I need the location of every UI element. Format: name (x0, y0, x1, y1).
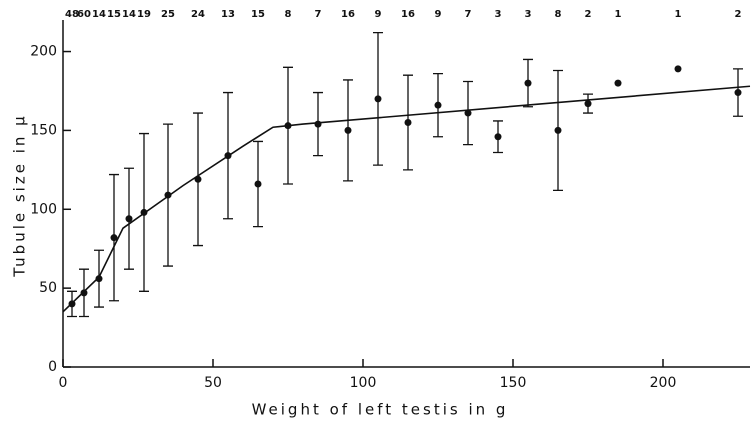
x-tick-label: 0 (59, 375, 68, 391)
x-tick-label: 100 (350, 375, 377, 391)
point (434, 101, 442, 109)
point (125, 215, 133, 223)
point (164, 191, 172, 199)
count-label: 8 (555, 9, 562, 20)
point (584, 100, 592, 108)
count-label: 8 (285, 9, 292, 20)
y-tick-label: 0 (48, 359, 57, 375)
count-label: 25 (161, 9, 175, 20)
count-label: 7 (315, 9, 322, 20)
point (614, 79, 622, 87)
point (314, 120, 322, 128)
count-label: 60 (77, 9, 91, 20)
point (674, 65, 682, 73)
count-label: 15 (107, 9, 121, 20)
count-label: 16 (341, 9, 355, 20)
count-label: 19 (137, 9, 151, 20)
x-tick-label: 50 (204, 375, 222, 391)
count-label: 2 (735, 9, 742, 20)
point (68, 300, 76, 308)
count-label: 1 (675, 9, 682, 20)
count-label: 14 (92, 9, 106, 20)
count-label: 1 (615, 9, 622, 20)
point (494, 133, 502, 141)
y-tick-label: 200 (30, 44, 57, 60)
x-tick-label: 200 (650, 375, 677, 391)
count-label: 48 (65, 9, 79, 20)
count-label: 3 (525, 9, 532, 20)
count-label: 16 (401, 9, 415, 20)
x-axis-label: Weight of left testis in g (252, 401, 509, 419)
count-label: 7 (465, 9, 472, 20)
count-label: 9 (375, 9, 382, 20)
point (464, 109, 472, 117)
count-label: 24 (191, 9, 205, 20)
y-tick-label: 150 (30, 122, 57, 138)
point (524, 79, 532, 87)
point (194, 175, 202, 183)
point (554, 126, 562, 134)
point (254, 180, 262, 188)
count-label: 9 (435, 9, 442, 20)
point (344, 126, 352, 134)
count-label: 14 (122, 9, 136, 20)
count-label: 13 (221, 9, 235, 20)
point (404, 119, 412, 127)
fit-line (62, 85, 751, 313)
point (80, 289, 88, 297)
count-label: 2 (585, 9, 592, 20)
y-axis-label: Tubule size in μ (11, 113, 29, 277)
point (224, 152, 232, 160)
count-label: 3 (495, 9, 502, 20)
point (95, 275, 103, 283)
count-label: 15 (251, 9, 265, 20)
y-tick-label: 50 (39, 280, 57, 296)
x-tick-label: 150 (500, 375, 527, 391)
point (374, 95, 382, 103)
point (734, 89, 742, 97)
y-tick-label: 100 (30, 201, 57, 217)
point (110, 234, 118, 242)
point (284, 122, 292, 130)
point (140, 208, 148, 216)
